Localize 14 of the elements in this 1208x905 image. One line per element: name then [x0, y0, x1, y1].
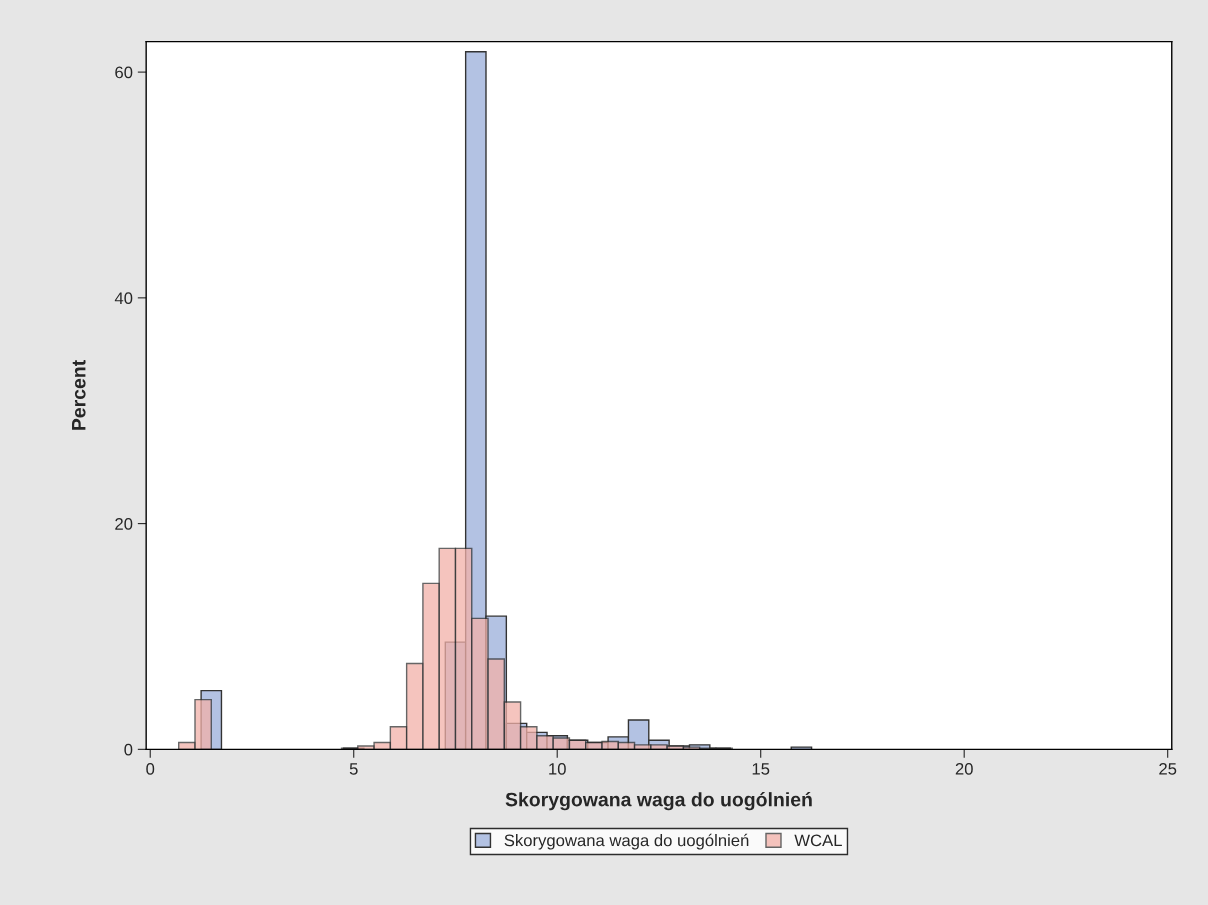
- y-axis-title: Percent: [72, 360, 86, 430]
- x-tick-label: 15: [752, 763, 770, 775]
- x-tick-label: 5: [349, 763, 358, 775]
- y-tick-label: 40: [114, 292, 133, 305]
- x-axis-title: Skorygowana waga do uogólnień: [505, 791, 812, 811]
- legend-label: WCAL: [794, 834, 842, 847]
- y-tick-label: 20: [115, 518, 133, 530]
- y-tick-label: 0: [124, 743, 133, 756]
- x-tick-label: 10: [549, 762, 566, 775]
- y-tick-label: 60: [115, 66, 133, 79]
- x-tick-label: 0: [146, 762, 155, 775]
- x-tick-label: 20: [955, 762, 973, 775]
- x-tick-label: 25: [1159, 762, 1177, 775]
- legend-label: Skorygowana waga do uogólnień: [504, 833, 749, 850]
